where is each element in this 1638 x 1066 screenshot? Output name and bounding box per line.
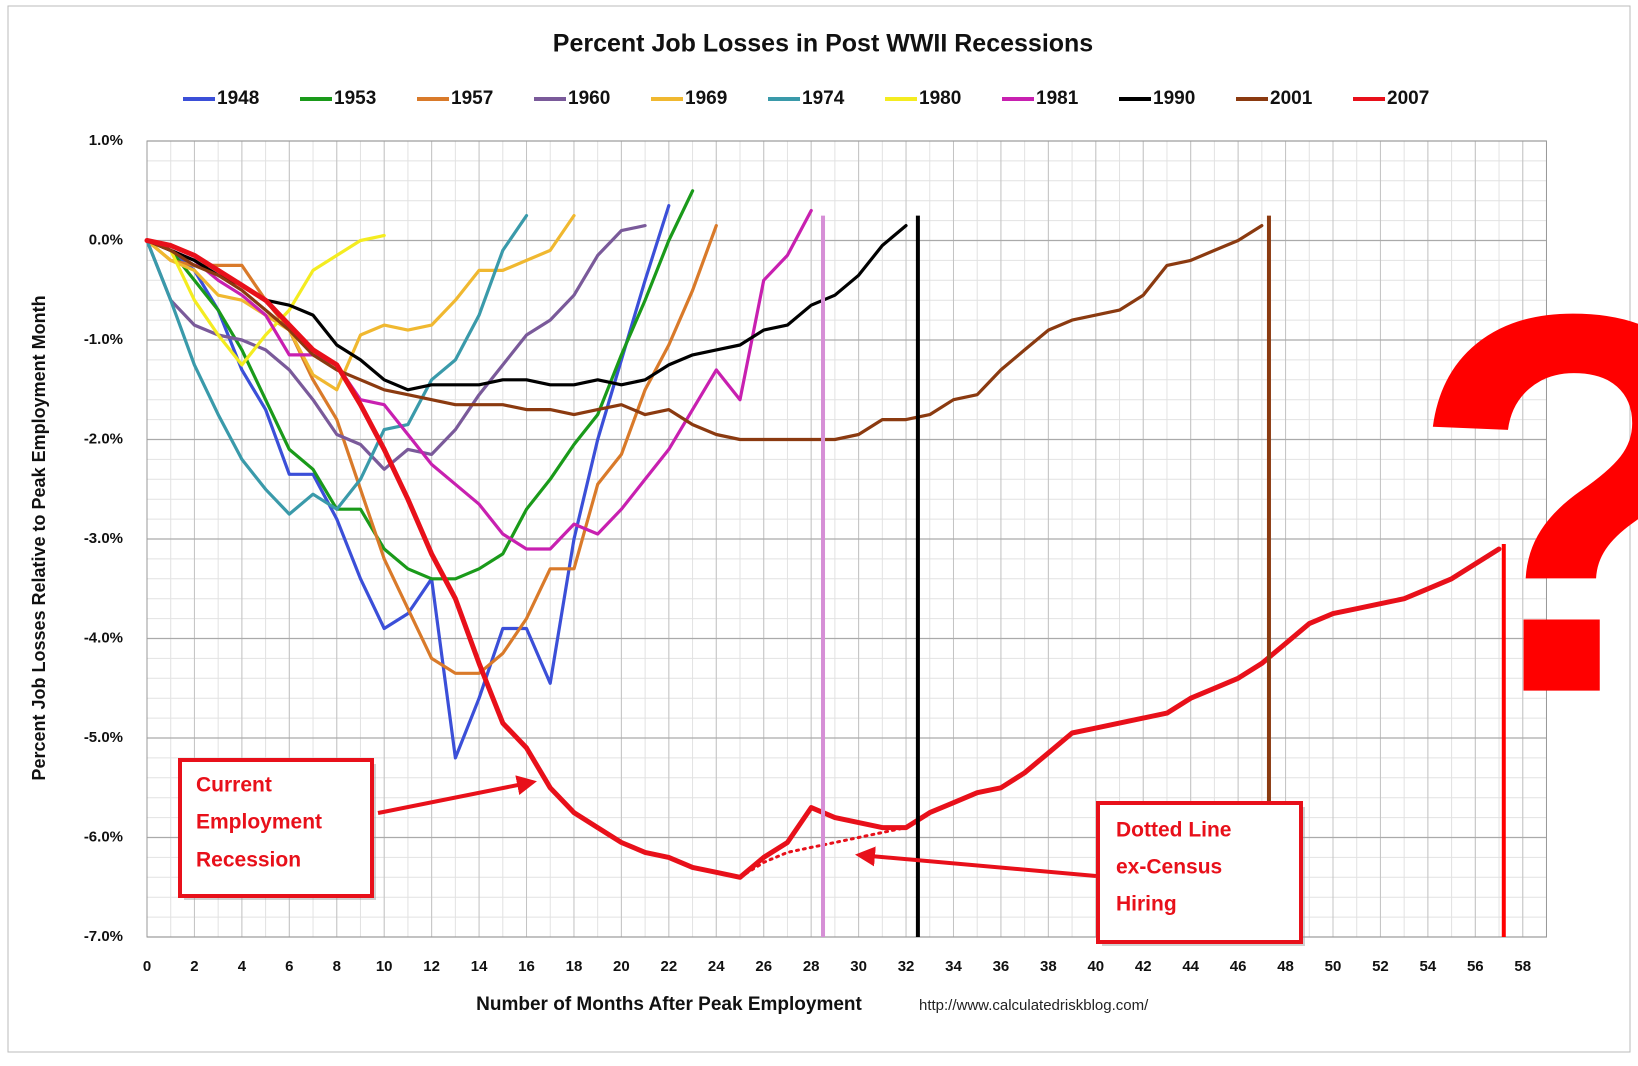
legend-item: 2007 (1353, 88, 1429, 109)
legend-label: 2001 (1270, 88, 1313, 109)
series-line (145, 233, 386, 367)
x-tick-label: 42 (1135, 958, 1152, 975)
annotation-text: Dotted Line (1116, 819, 1232, 842)
series-line (145, 224, 647, 471)
annotation-text: Recession (196, 849, 301, 872)
legend-label: 1960 (568, 88, 610, 109)
x-tick-label: 54 (1420, 958, 1437, 975)
x-tick-label: 58 (1514, 958, 1531, 975)
legend-item: 2001 (1236, 88, 1313, 109)
x-tick-label: 34 (945, 958, 962, 975)
legend-label: 1980 (919, 88, 961, 109)
x-tick-label: 0 (143, 958, 151, 975)
x-tick-label: 4 (238, 958, 247, 975)
legend-item: 1981 (1002, 88, 1079, 109)
plot-border (146, 140, 1547, 938)
x-tick-label: 16 (518, 958, 535, 975)
legend-item: 1969 (651, 88, 727, 109)
legend-label: 1953 (334, 88, 376, 109)
series-line (145, 224, 718, 675)
source: http://www.calculatedriskblog.com/ (919, 997, 1149, 1014)
series-line (145, 204, 671, 760)
y-tick-label: 0.0% (89, 231, 123, 248)
annotation-text: ex-Census (1116, 856, 1222, 879)
series-layer (144, 189, 1506, 937)
annotation-box (178, 758, 374, 898)
y-tick-label: -5.0% (84, 729, 123, 746)
x-tick-label: 10 (376, 958, 393, 975)
x-tick-label: 36 (993, 958, 1010, 975)
legend-label: 1969 (685, 88, 727, 109)
question-mark: ? (1408, 203, 1638, 806)
legend-label: 1974 (802, 88, 845, 109)
annotation-text: Hiring (1116, 893, 1177, 916)
legend-label: 1957 (451, 88, 493, 109)
legend-item: 1953 (300, 88, 376, 109)
x-tick-label: 18 (566, 958, 583, 975)
legend-label: 2007 (1387, 88, 1429, 109)
x-tick-label: 38 (1040, 958, 1057, 975)
x-tick-label: 32 (898, 958, 915, 975)
series-line (145, 224, 1264, 442)
x-tick-label: 6 (285, 958, 293, 975)
x-tick-label: 20 (613, 958, 630, 975)
y-tick-label: -1.0% (84, 331, 123, 348)
x-tick-label: 48 (1277, 958, 1294, 975)
y-axis-label: Percent Job Losses Relative to Peak Empl… (29, 295, 49, 780)
annotation-dotted: Dotted Line ex-Census Hiring (855, 801, 1305, 946)
y-tick-label: -7.0% (84, 928, 123, 945)
grid-layer: 0 2 4 6 8 10 12 14 16 18 20 22 24 26 28 30 32 34 36 38 40 42 4… (84, 132, 1547, 975)
x-tick-label: 26 (755, 958, 772, 975)
y-tick-label: -6.0% (84, 828, 123, 845)
legend-item: 1980 (885, 88, 961, 109)
legend-item: 1948 (183, 88, 259, 109)
y-tick-label: -3.0% (84, 530, 123, 547)
legend-item: 1957 (417, 88, 493, 109)
annotation-box (1096, 801, 1303, 944)
x-tick-label: 50 (1325, 958, 1342, 975)
annotation-arrow (855, 846, 1097, 878)
series-line (145, 189, 695, 581)
x-tick-label: 28 (803, 958, 820, 975)
annotation-text: Employment (196, 811, 322, 834)
legend-label: 1981 (1036, 88, 1079, 109)
x-tick-label: 24 (708, 958, 725, 975)
x-axis-label: Number of Months After Peak Employment (476, 994, 862, 1015)
x-tick-label: 22 (660, 958, 677, 975)
legend-item: 1974 (768, 88, 845, 109)
chart-title: Percent Job Losses in Post WWII Recessio… (553, 30, 1093, 58)
y-tick-label: -2.0% (84, 430, 123, 447)
x-tick-label: 14 (471, 958, 488, 975)
series-line (145, 214, 576, 392)
series-line (145, 214, 529, 516)
x-tick-label: 12 (423, 958, 440, 975)
x-tick-label: 52 (1372, 958, 1389, 975)
x-tick-label: 46 (1230, 958, 1247, 975)
series-line (145, 209, 813, 551)
x-tick-label: 30 (850, 958, 867, 975)
annotation-current: Current Employment Recession (178, 758, 537, 900)
x-tick-label: 8 (333, 958, 341, 975)
x-tick-label: 40 (1087, 958, 1104, 975)
legend-label: 1948 (217, 88, 259, 109)
legend-item: 1990 (1119, 88, 1195, 109)
annotation-arrow (377, 775, 537, 815)
y-tick-label: 1.0% (89, 132, 123, 149)
annotation-text: Current (196, 774, 272, 797)
x-tick-label: 56 (1467, 958, 1484, 975)
legend-label: 1990 (1153, 88, 1195, 109)
y-tick-label: -4.0% (84, 629, 123, 646)
x-tick-label: 2 (190, 958, 198, 975)
series-line (145, 224, 908, 392)
legend-item: 1960 (534, 88, 610, 109)
x-tick-label: 44 (1182, 958, 1199, 975)
